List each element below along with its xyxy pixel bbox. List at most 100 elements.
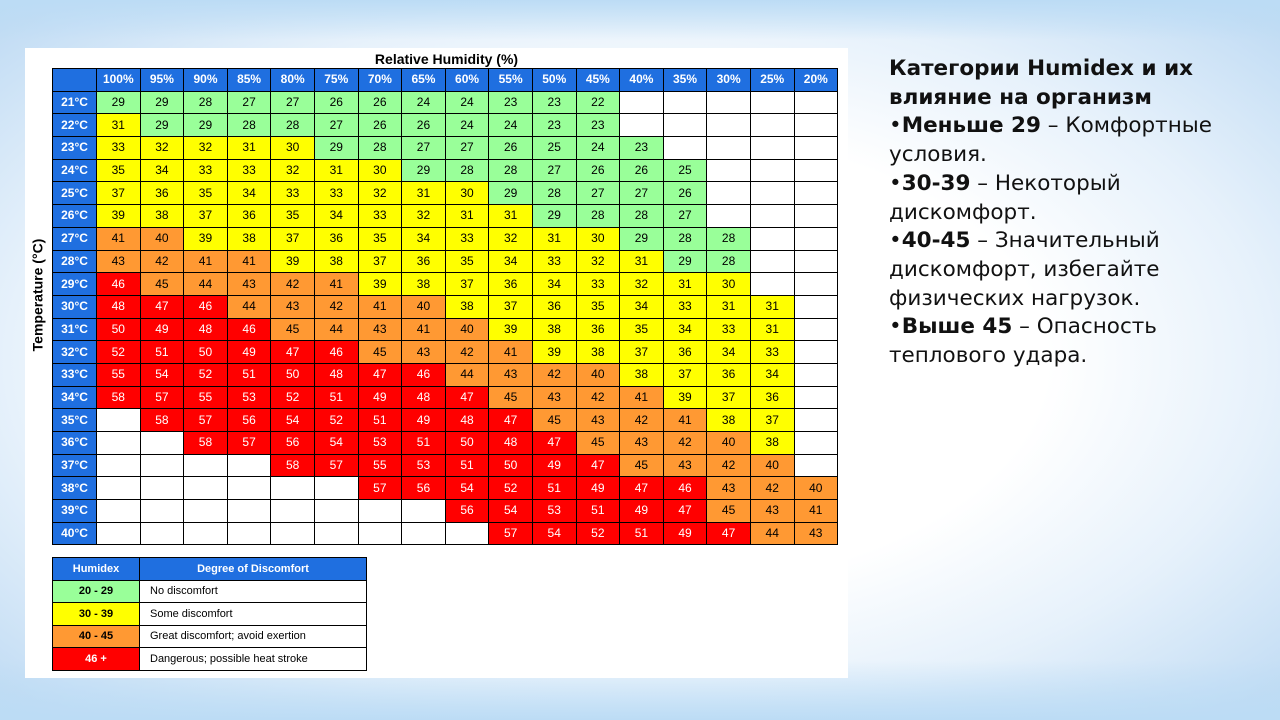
side-items: •Меньше 29 – Комфортные условия. •30-39 –…	[889, 112, 1259, 370]
humidex-cell: 58	[270, 453, 315, 478]
humidex-cell: 42	[619, 408, 664, 432]
humidex-cell: 30	[444, 181, 490, 206]
humidex-cell	[793, 136, 839, 160]
humidex-cell: 30	[575, 226, 621, 251]
humidex-cell: 27	[313, 113, 359, 138]
table-row: 26°C 39 38 37 36 35 34 33 32 31 31 29 28 28 27	[52, 204, 839, 228]
bullet-mark: •	[889, 314, 902, 340]
humidex-cell: 50	[270, 362, 315, 387]
humidex-cell: 51	[313, 385, 359, 410]
bullet-text: – Значительный дискомфорт, избегайте физ…	[889, 228, 1160, 311]
humidex-cell: 38	[619, 362, 664, 387]
humidex-cell: 40	[575, 362, 621, 387]
humidex-cell: 41	[662, 408, 708, 432]
humidity-tick-label: 25%	[749, 68, 795, 92]
table-row: 33°C 55 54 52 51 50 48 47 46 44 43 42 40 38 37 36 34	[52, 362, 839, 387]
humidex-cell: 32	[183, 136, 228, 160]
humidex-cell: 28	[270, 113, 315, 138]
humidex-cell: 44	[444, 362, 490, 387]
humidex-cell: 50	[183, 340, 228, 364]
humidex-cell: 38	[444, 294, 490, 319]
humidex-cell: 32	[139, 136, 185, 160]
humidex-cell: 37	[619, 340, 664, 364]
humidex-cell: 36	[749, 385, 795, 410]
humidex-cell	[662, 90, 708, 115]
humidex-cell: 47	[488, 408, 533, 432]
humidex-cell: 48	[401, 385, 446, 410]
humidex-cell: 36	[313, 226, 359, 251]
humidex-cell: 43	[357, 317, 403, 342]
humidex-cell: 33	[270, 181, 315, 206]
humidex-cell	[793, 453, 839, 478]
humidex-cell: 45	[270, 317, 315, 342]
humidex-cell: 33	[531, 249, 577, 274]
humidex-cell: 39	[270, 249, 315, 274]
temperature-tick-label: 31°C	[52, 317, 97, 342]
humidex-cell	[96, 476, 141, 501]
legend-description: Some discomfort	[139, 602, 367, 626]
humidex-cell	[619, 113, 664, 138]
humidex-cell: 53	[401, 453, 446, 478]
humidex-cell: 57	[313, 453, 359, 478]
table-row: 21°C 29 29 28 27 27 26 26 24 24 23 23 22	[52, 90, 839, 115]
humidex-cell: 49	[401, 408, 446, 432]
humidex-cell: 47	[139, 294, 185, 319]
humidex-cell: 34	[749, 362, 795, 387]
humidex-cell: 28	[619, 204, 664, 228]
humidex-cell: 49	[226, 340, 272, 364]
humidex-cell: 48	[96, 294, 141, 319]
legend-row: 40 - 45 Great discomfort; avoid exertion	[52, 624, 367, 648]
humidex-cell: 38	[313, 249, 359, 274]
humidex-cell: 51	[226, 362, 272, 387]
table-row: 25°C 37 36 35 34 33 33 32 31 30 29 28 27 27 26	[52, 181, 839, 206]
temperature-tick-label: 33°C	[52, 362, 97, 387]
humidex-cell: 29	[488, 181, 533, 206]
humidex-cell: 32	[357, 181, 403, 206]
humidex-cell: 26	[619, 158, 664, 183]
humidex-cell: 48	[444, 408, 490, 432]
humidex-cell: 25	[531, 136, 577, 160]
humidex-cell: 25	[662, 158, 708, 183]
humidex-cell: 47	[706, 521, 751, 546]
humidex-cell: 35	[270, 204, 315, 228]
humidex-cell: 32	[575, 249, 621, 274]
humidex-cell: 57	[139, 385, 185, 410]
humidex-cell	[793, 181, 839, 206]
table-row: 38°C 57 56 54 52 51 49 47 46 43 42 40	[52, 476, 839, 501]
humidex-cell: 31	[706, 294, 751, 319]
humidex-cell: 55	[357, 453, 403, 478]
humidex-cell: 51	[444, 453, 490, 478]
side-bullet-item: •40-45 – Значительный дискомфорт, избега…	[889, 227, 1259, 313]
humidex-cell: 24	[444, 90, 490, 115]
humidex-cell: 31	[96, 113, 141, 138]
humidex-cell	[662, 113, 708, 138]
side-bullet-item: •Меньше 29 – Комфортные условия.	[889, 112, 1259, 169]
humidex-cell	[749, 113, 795, 138]
humidex-cell	[706, 158, 751, 183]
humidex-cell	[96, 431, 141, 455]
humidex-cell: 43	[488, 362, 533, 387]
humidity-tick-label: 20%	[793, 68, 839, 92]
humidex-cell: 42	[531, 362, 577, 387]
humidex-cell: 33	[96, 136, 141, 160]
humidex-cell: 53	[226, 385, 272, 410]
humidex-cell: 56	[401, 476, 446, 501]
humidex-cell: 42	[270, 272, 315, 296]
humidex-cell: 42	[139, 249, 185, 274]
humidity-tick-label: 40%	[619, 68, 664, 92]
humidex-cell	[401, 499, 446, 523]
table-row: 22°C 31 29 29 28 28 27 26 26 24 24 23 23	[52, 113, 839, 138]
humidex-cell: 43	[270, 294, 315, 319]
humidex-cell	[662, 136, 708, 160]
humidex-cell: 32	[270, 158, 315, 183]
humidex-cell: 26	[575, 158, 621, 183]
humidex-cell: 39	[96, 204, 141, 228]
humidex-cell: 27	[226, 90, 272, 115]
humidex-cell: 34	[401, 226, 446, 251]
humidex-cell: 43	[706, 476, 751, 501]
humidex-cell	[270, 521, 315, 546]
humidex-cell	[183, 521, 228, 546]
humidex-cell: 37	[183, 204, 228, 228]
humidex-cell	[793, 385, 839, 410]
humidex-cell	[183, 499, 228, 523]
